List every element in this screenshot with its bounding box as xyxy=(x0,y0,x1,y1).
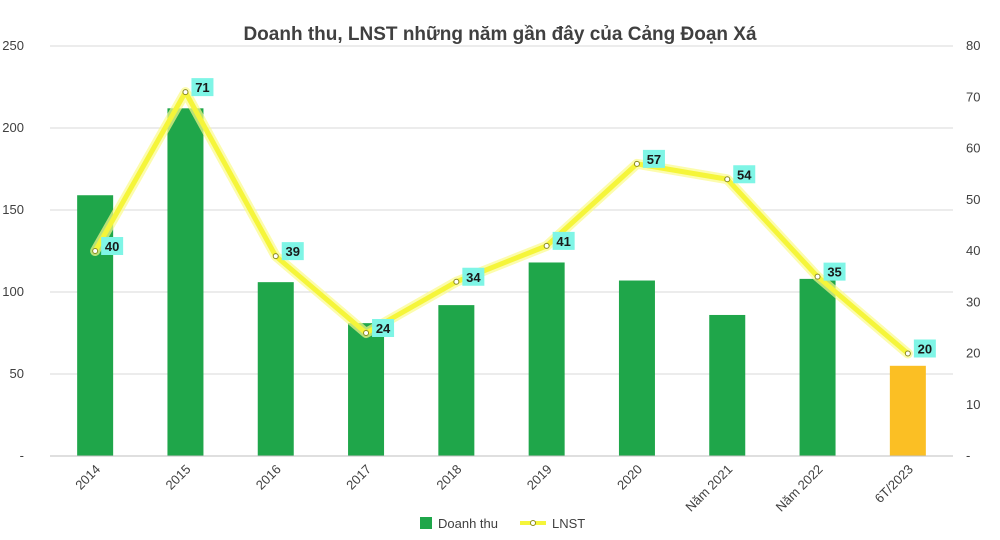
data-label-bg xyxy=(642,149,665,168)
data-label-group: 40 xyxy=(101,237,124,255)
data-label-bg xyxy=(552,231,575,250)
data-label-bg xyxy=(101,237,124,255)
line-path xyxy=(92,89,911,356)
line-marker xyxy=(543,242,550,249)
data-label-group: 57 xyxy=(642,149,665,168)
data-label: 24 xyxy=(376,321,391,336)
bar xyxy=(348,323,385,456)
legend-swatch-marker xyxy=(530,520,536,526)
y-left-tick-label: 200 xyxy=(2,120,24,135)
line-series xyxy=(90,87,913,359)
line-glow xyxy=(90,87,913,359)
data-labels: 40 71 39 24 34 41 57 54 35 20 xyxy=(101,78,936,358)
bar xyxy=(799,278,836,456)
bar-series xyxy=(77,108,926,457)
legend-label: LNST xyxy=(552,516,585,531)
line-marker xyxy=(724,176,731,183)
x-tick-label: Năm 2022 xyxy=(773,462,826,515)
data-label: 40 xyxy=(105,239,119,254)
line-marker xyxy=(363,330,370,336)
data-label-group: 54 xyxy=(733,165,756,184)
line-marker xyxy=(453,278,460,285)
bar xyxy=(438,305,475,456)
data-label-group: 39 xyxy=(281,242,304,261)
data-label-bg xyxy=(913,339,936,358)
data-label-bg xyxy=(191,78,214,97)
line-marker xyxy=(904,350,911,357)
y-right-tick-label: 60 xyxy=(966,141,980,156)
data-label-bg xyxy=(281,242,304,261)
x-tick-label: 2017 xyxy=(343,462,374,493)
data-label-bg xyxy=(372,319,395,337)
bar xyxy=(528,262,565,456)
y-left-tick-label: 50 xyxy=(10,366,24,381)
data-label-group: 71 xyxy=(191,78,214,97)
data-label-bg xyxy=(733,165,756,184)
legend: Doanh thu LNST xyxy=(420,516,585,531)
data-label-group: 41 xyxy=(552,231,575,250)
line-marker xyxy=(92,248,99,254)
y-right-tick-label: 20 xyxy=(966,346,980,361)
data-label: 71 xyxy=(195,80,209,95)
y-right-tick-label: - xyxy=(966,448,970,463)
y-left-tick-label: 150 xyxy=(2,202,24,217)
data-label: 57 xyxy=(647,152,661,167)
data-label-group: 34 xyxy=(462,267,485,286)
y-right-tick-label: 70 xyxy=(966,89,980,104)
line-marker xyxy=(182,89,189,96)
x-tick-label: 2018 xyxy=(433,462,464,493)
x-tick-label: 2016 xyxy=(253,462,284,493)
data-label: 34 xyxy=(466,270,481,285)
y-left-tick-label: 100 xyxy=(2,284,24,299)
y-left-tick-label: 250 xyxy=(2,38,24,53)
bar xyxy=(709,314,746,456)
data-label: 54 xyxy=(737,167,752,182)
data-label: 41 xyxy=(556,234,570,249)
y-right-tick-label: 10 xyxy=(966,397,980,412)
bar xyxy=(257,282,294,456)
y-right-tick-label: 80 xyxy=(966,38,980,53)
y-right-tick-label: 40 xyxy=(966,243,980,258)
data-label-group: 20 xyxy=(913,339,936,358)
y-left-tick-label: - xyxy=(20,448,24,463)
data-label-group: 24 xyxy=(372,319,395,337)
data-label-bg xyxy=(462,267,485,286)
x-tick-label: 2019 xyxy=(524,462,555,493)
x-tick-label: 2015 xyxy=(163,462,194,493)
data-label-bg xyxy=(823,262,846,281)
data-label: 39 xyxy=(286,244,300,259)
x-tick-label: 6T/2023 xyxy=(872,462,916,506)
x-tick-label: Năm 2021 xyxy=(682,462,735,515)
y-right-tick-label: 30 xyxy=(966,294,980,309)
chart-title: Doanh thu, LNST những năm gần đây của Cả… xyxy=(243,24,756,45)
legend-label: Doanh thu xyxy=(438,516,498,531)
legend-swatch-bar xyxy=(420,517,432,529)
data-label-group: 35 xyxy=(823,262,846,281)
line-marker xyxy=(633,160,640,167)
data-label: 20 xyxy=(918,342,932,357)
x-tick-label: 2020 xyxy=(614,462,645,493)
line-marker xyxy=(814,273,821,280)
x-tick-label: 2014 xyxy=(72,462,103,493)
data-label: 35 xyxy=(827,265,841,280)
bar xyxy=(889,365,926,456)
bar xyxy=(618,280,655,456)
y-right-tick-label: 50 xyxy=(966,192,980,207)
bar xyxy=(167,108,204,456)
line-marker xyxy=(272,253,279,260)
